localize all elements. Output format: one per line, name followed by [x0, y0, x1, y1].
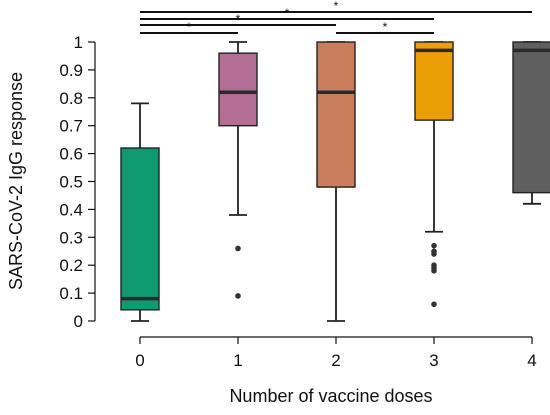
significance-star: * [187, 20, 192, 34]
y-tick-label: 0.5 [59, 173, 83, 192]
box-body [120, 147, 160, 311]
box-body [414, 41, 454, 121]
significance-brackets: ***** [140, 0, 532, 34]
x-tick-label: 1 [233, 351, 242, 370]
y-tick-label: 0.8 [59, 89, 83, 108]
significance-star: * [334, 0, 339, 13]
y-tick-label: 0.4 [59, 200, 83, 219]
outlier-point [431, 267, 437, 274]
outlier-point [431, 242, 437, 249]
box-1 [218, 41, 258, 299]
y-tick-label: 1 [74, 33, 83, 52]
x-tick-label: 2 [331, 351, 340, 370]
y-tick-label: 0.1 [59, 284, 83, 303]
x-tick-label: 3 [429, 351, 438, 370]
y-tick-label: 0 [74, 312, 83, 331]
x-tick-label: 4 [527, 351, 536, 370]
x-axis: 0 1 2 3 4 [135, 336, 537, 370]
outlier-point [431, 301, 437, 308]
x-axis-title: Number of vaccine doses [229, 386, 432, 406]
x-tick-label: 0 [135, 351, 144, 370]
box-body [512, 41, 550, 194]
plot-area [120, 41, 550, 322]
box-body [316, 41, 356, 188]
box-0 [120, 102, 160, 322]
box-2 [316, 41, 356, 322]
y-tick-label: 0.3 [59, 228, 83, 247]
y-tick-label: 0.2 [59, 256, 83, 275]
y-axis-title: SARS-CoV-2 IgG response [6, 72, 26, 290]
y-tick-label: 0.9 [59, 61, 83, 80]
outlier-point [235, 245, 241, 252]
significance-star: * [383, 20, 388, 34]
outlier-point [431, 251, 437, 257]
y-tick-label: 0.7 [59, 117, 83, 136]
y-axis: 0 0.1 0.2 0.3 0.4 0.5 0.6 0.7 0.8 0.9 1 [59, 33, 96, 331]
box-3 [414, 41, 454, 308]
box-body [218, 52, 258, 127]
box-4 [512, 41, 550, 205]
outlier-point [235, 293, 241, 299]
y-tick-label: 0.6 [59, 145, 83, 164]
